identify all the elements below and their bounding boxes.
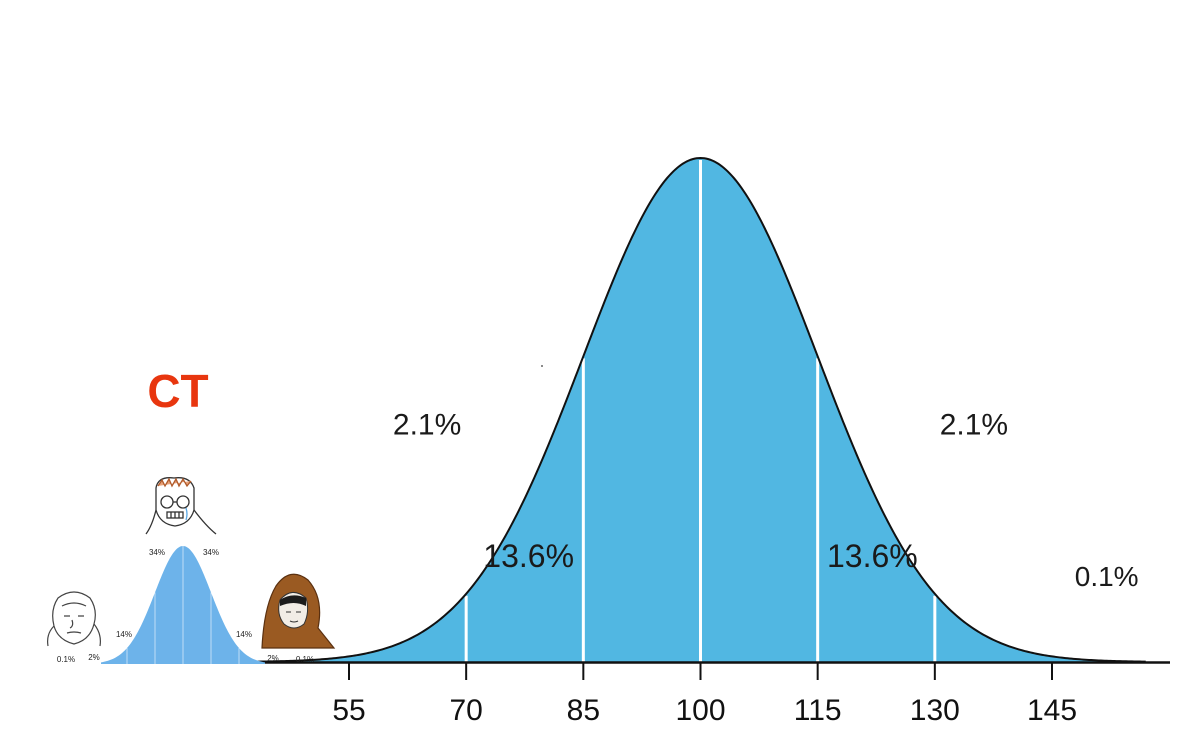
hooded-figure-icon xyxy=(261,573,336,649)
region-percent-label: 13.6% xyxy=(827,538,918,574)
region-percent-label: 2.1% xyxy=(393,409,461,442)
region-percent-label: 0.1% xyxy=(1075,561,1139,592)
mini-distribution-chart: 0.1% 2% 14% 34% 34% 14% 2% 0.1% xyxy=(57,546,314,664)
x-tick-label: 115 xyxy=(794,694,842,727)
mini-percent-label: 0.1% xyxy=(57,655,75,664)
x-tick-label: 130 xyxy=(910,694,960,727)
mini-percent-label: 14% xyxy=(116,630,132,639)
mini-percent-label: 14% xyxy=(236,630,252,639)
x-tick-label: 55 xyxy=(332,694,365,727)
region-percent-label: 2.1% xyxy=(940,409,1008,442)
x-tick-label: 100 xyxy=(675,694,725,727)
mini-percent-label: 2% xyxy=(267,654,279,663)
main-distribution-chart: 5570851001151301450.1%2.1%13.6%34.1%34.1… xyxy=(232,156,1170,727)
ct-label: CT xyxy=(147,365,208,417)
mini-percent-label: 34% xyxy=(149,548,165,557)
x-tick-label: 85 xyxy=(567,694,600,727)
x-tick-label: 70 xyxy=(449,694,482,727)
nerd-face-icon xyxy=(145,477,217,535)
mini-percent-label: 34% xyxy=(203,548,219,557)
region-percent-label: 13.6% xyxy=(483,538,574,574)
wojak-face-icon xyxy=(47,591,101,647)
x-tick-label: 145 xyxy=(1027,694,1077,727)
stray-dot xyxy=(541,365,543,367)
mini-percent-label: 2% xyxy=(88,653,100,662)
mini-percent-label: 0.1% xyxy=(296,655,314,664)
main-curve-line xyxy=(255,156,1146,663)
